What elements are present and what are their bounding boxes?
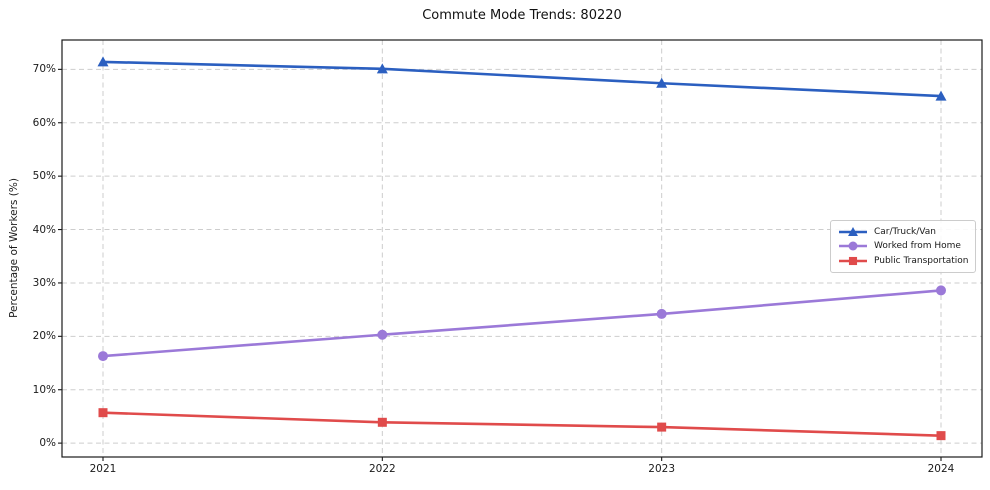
triangle-marker: [376, 63, 388, 74]
y-tick-label: 0%: [39, 437, 56, 450]
square-marker: [936, 431, 946, 441]
series-line: [101, 289, 943, 358]
square-marker: [98, 408, 108, 418]
triangle-marker: [656, 77, 668, 88]
x-tick-label: 2024: [927, 463, 955, 475]
legend-marker-triangle-up: [839, 227, 867, 237]
x-tick-label: 2021: [89, 463, 117, 475]
square-marker: [657, 422, 667, 432]
legend-item: Public Transportation: [838, 255, 968, 267]
x-tick-label: 2023: [648, 463, 676, 475]
triangle-marker: [935, 90, 947, 101]
circle-marker: [656, 308, 667, 319]
legend-item: Car/Truck/Van: [838, 226, 968, 238]
square-marker: [377, 417, 387, 427]
legend-marker-square: [839, 256, 867, 265]
triangle-marker: [848, 227, 858, 237]
y-tick-label: 10%: [32, 383, 56, 396]
legend-marker-circle: [839, 241, 867, 251]
y-tick-label: 50%: [32, 170, 56, 183]
legend-item: Worked from Home: [838, 240, 968, 252]
y-tick-label: 70%: [32, 63, 56, 76]
legend-label: Worked from Home: [874, 241, 961, 252]
legend-label: Car/Truck/Van: [874, 227, 936, 238]
x-tick-label: 2022: [368, 463, 396, 475]
circle-marker: [848, 241, 858, 251]
circle-marker: [98, 351, 108, 362]
y-tick-label: 40%: [32, 223, 56, 236]
circle-marker: [377, 329, 388, 340]
axes-frame: [61, 39, 983, 458]
legend-label: Public Transportation: [874, 255, 969, 266]
series-line: [101, 60, 943, 98]
y-tick-label: 60%: [32, 116, 56, 129]
y-tick-label: 30%: [32, 276, 56, 289]
series-line: [101, 411, 943, 437]
chart-title: Commute Mode Trends: 80220: [422, 8, 622, 23]
legend: Car/Truck/Van Worked from Home Public Tran…: [830, 220, 977, 273]
y-tick-label: 20%: [32, 330, 56, 343]
square-marker: [848, 256, 858, 265]
circle-marker: [936, 285, 946, 296]
triangle-marker: [97, 56, 109, 67]
